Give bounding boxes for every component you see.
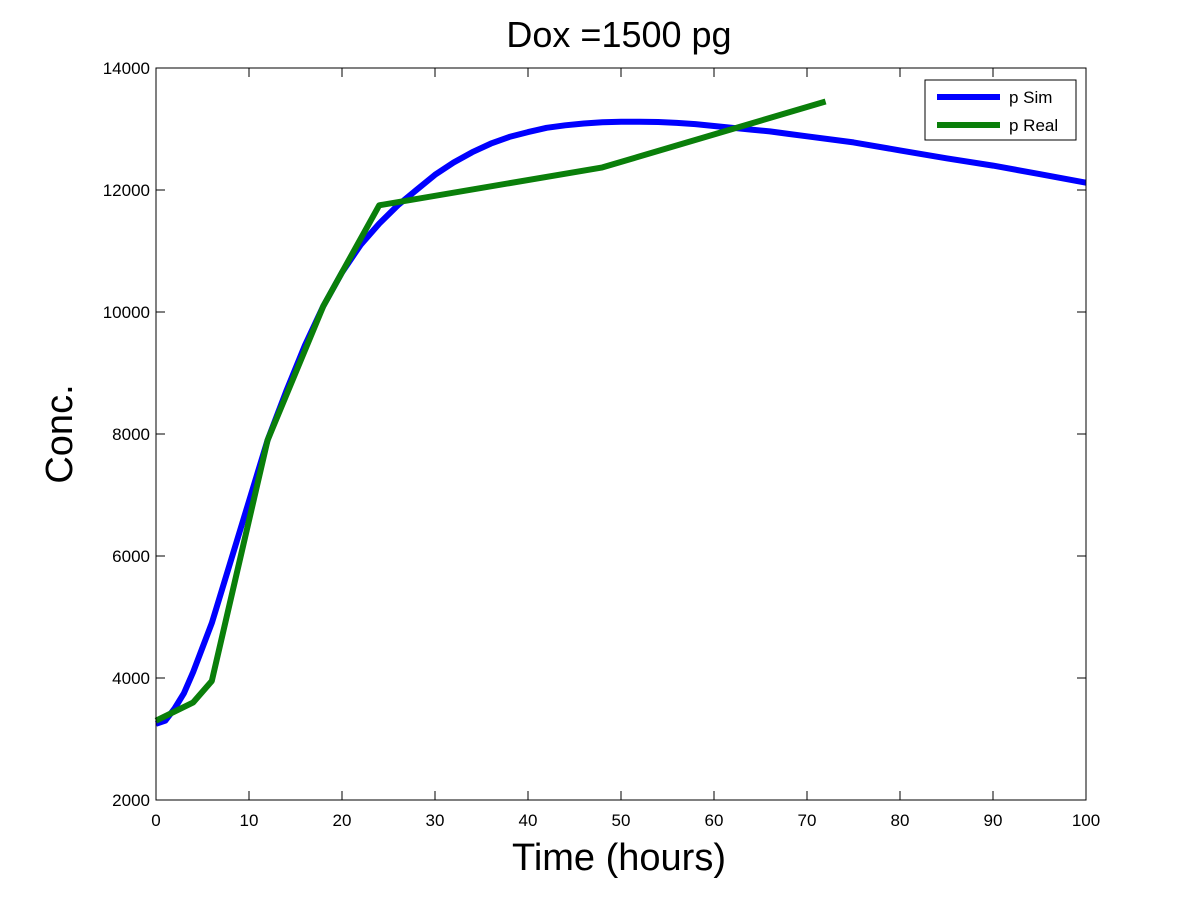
- legend-box: [924, 79, 1077, 141]
- plot-frame: [155, 67, 1087, 801]
- legend: p Sim p Real: [924, 79, 1077, 141]
- x-tick-label: 100: [1072, 811, 1100, 830]
- x-tick-label: 30: [426, 811, 445, 830]
- chart-title: Dox =1500 pg: [506, 14, 731, 55]
- y-tick-label: 4000: [112, 669, 150, 688]
- plot-area: [156, 68, 1086, 800]
- y-tick-label: 2000: [112, 791, 150, 810]
- y-tick-label: 10000: [103, 303, 150, 322]
- y-tick-label: 14000: [103, 59, 150, 78]
- x-tick-label: 50: [612, 811, 631, 830]
- series-line-p-sim: [155, 118, 1087, 727]
- x-axis-label: Time (hours): [512, 837, 726, 879]
- series-line-p-real: [154, 98, 827, 724]
- x-tick-label: 0: [151, 811, 160, 830]
- x-tick-label: 60: [705, 811, 724, 830]
- y-tick-label: 6000: [112, 547, 150, 566]
- y-tick-label: 12000: [103, 181, 150, 200]
- x-tick-label: 10: [240, 811, 259, 830]
- y-tick-label: 8000: [112, 425, 150, 444]
- x-tick-label: 90: [984, 811, 1003, 830]
- x-tick-label: 20: [333, 811, 352, 830]
- tick-layer: 0 10 20 30 40 50 60 70 80 90 100 2000 4000 6000 8000 10…: [103, 59, 1100, 830]
- series-layer: [154, 98, 1087, 727]
- legend-entry: p Sim: [1009, 88, 1052, 107]
- legend-entry: p Real: [1009, 116, 1058, 135]
- x-tick-label: 70: [798, 811, 817, 830]
- y-axis-label: Conc.: [39, 384, 81, 483]
- x-tick-label: 80: [891, 811, 910, 830]
- x-tick-label: 40: [519, 811, 538, 830]
